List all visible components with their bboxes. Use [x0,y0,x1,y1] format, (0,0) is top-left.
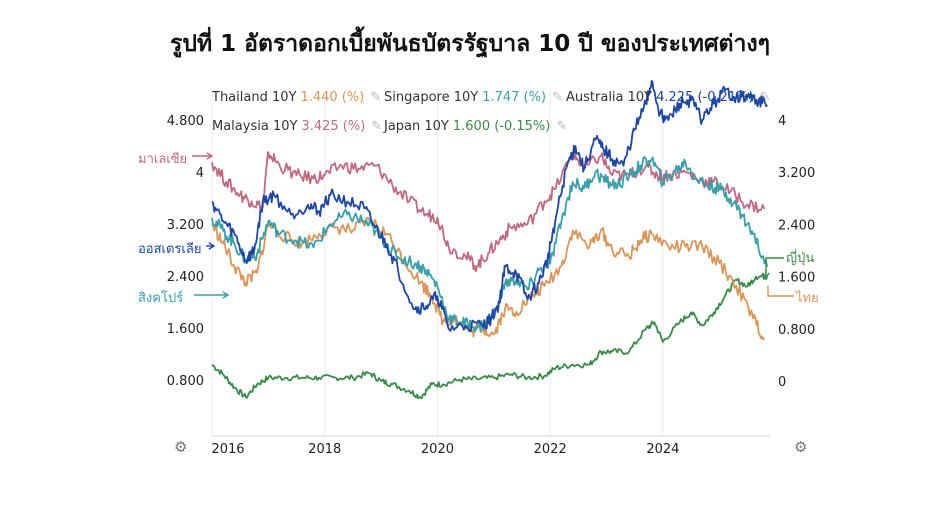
annotation-japan: ญี่ปุ่น [786,251,815,266]
right-tick-label: 4 [778,114,786,129]
x-tick-label: 2018 [308,442,341,457]
arrow-thailand [767,286,794,297]
legend-item-malaysia[interactable]: Malaysia 10Y 3.425 (%) ✎ [212,119,382,134]
x-tick-label: 2024 [646,442,679,457]
legend-item-japan[interactable]: Japan 10Y 1.600 (-0.15%) ✎ [384,119,567,134]
x-tick-label: 2022 [534,442,567,457]
left-axis-ticks: 4.800 4 3.200 2.400 1.600 0.800 [167,114,204,389]
left-tick-label: 4.800 [167,114,204,129]
arrow-japan-tip-head [762,272,770,280]
right-tick-label: 0.800 [778,323,815,338]
annotation-arrows [192,152,794,299]
x-tick-label: 2020 [421,442,454,457]
left-tick-label: 3.200 [167,218,204,233]
chart-title: รูปที่ 1 อัตราดอกเบี้ยพันธบัตรรัฐบาล 10 … [170,31,770,57]
right-tick-label: 0 [778,375,786,390]
left-tick-label: 2.400 [167,270,204,285]
legend-value: 4.225 (-0.21%) [656,90,754,105]
series-line-singapore [211,156,769,333]
annotation-thailand: ไทย [796,291,819,306]
legend-value: 1.440 (%) [300,90,365,105]
series-lines [211,80,769,400]
left-tick-label: 0.800 [167,374,204,389]
legend-label: Malaysia 10Y [212,119,298,134]
left-tick-label: 4 [196,166,204,181]
gear-icon[interactable]: ⚙ [794,438,808,456]
legend-label: Thailand 10Y [212,90,297,105]
left-tick-label: 1.600 [167,322,204,337]
right-axis-ticks: 4 3.200 2.400 1.600 0.800 0 [778,114,815,390]
legend-item-singapore[interactable]: Singapore 10Y 1.747 (%) ✎ [384,90,563,105]
legend-label: Japan 10Y [384,119,449,134]
legend-value: 1.747 (%) [482,90,547,105]
legend-label: Australia 10Y [566,90,653,105]
legend-label: Singapore 10Y [384,90,479,105]
x-tick-label: 2016 [211,442,244,457]
series-line-australia [211,80,768,333]
legend-value: 1.600 (-0.15%) [452,119,551,134]
legend-item-thailand[interactable]: Thailand 10Y 1.440 (%) ✎ [212,90,381,105]
pencil-icon[interactable]: ✎ [556,119,568,134]
annotation-australia: ออสเตรเลีย [138,242,202,257]
arrow-singapore-head [222,291,230,299]
arrow-malaysia-head [206,152,214,160]
gear-icon[interactable]: ⚙ [174,438,188,456]
legend-value: 3.425 (%) [301,119,366,134]
gridlines [211,90,770,437]
series-line-malaysia [211,149,766,273]
right-tick-label: 1.600 [778,271,815,286]
pencil-icon[interactable]: ✎ [371,119,383,134]
legend-item-australia[interactable]: Australia 10Y 4.225 (-0.21%) ✎ [566,90,771,105]
right-tick-label: 2.400 [778,218,815,233]
annotation-singapore: สิงคโปร์ [138,291,184,306]
right-tick-label: 3.200 [778,166,815,181]
pencil-icon[interactable]: ✎ [552,90,563,105]
pencil-icon[interactable]: ✎ [370,90,382,105]
x-axis-ticks: 2016 2018 2020 2022 2024 [211,442,679,457]
arrow-australia-head [208,242,216,250]
series-line-japan [211,273,769,400]
annotation-malaysia: มาเลเซีย [138,152,188,167]
pencil-icon[interactable]: ✎ [759,90,771,105]
